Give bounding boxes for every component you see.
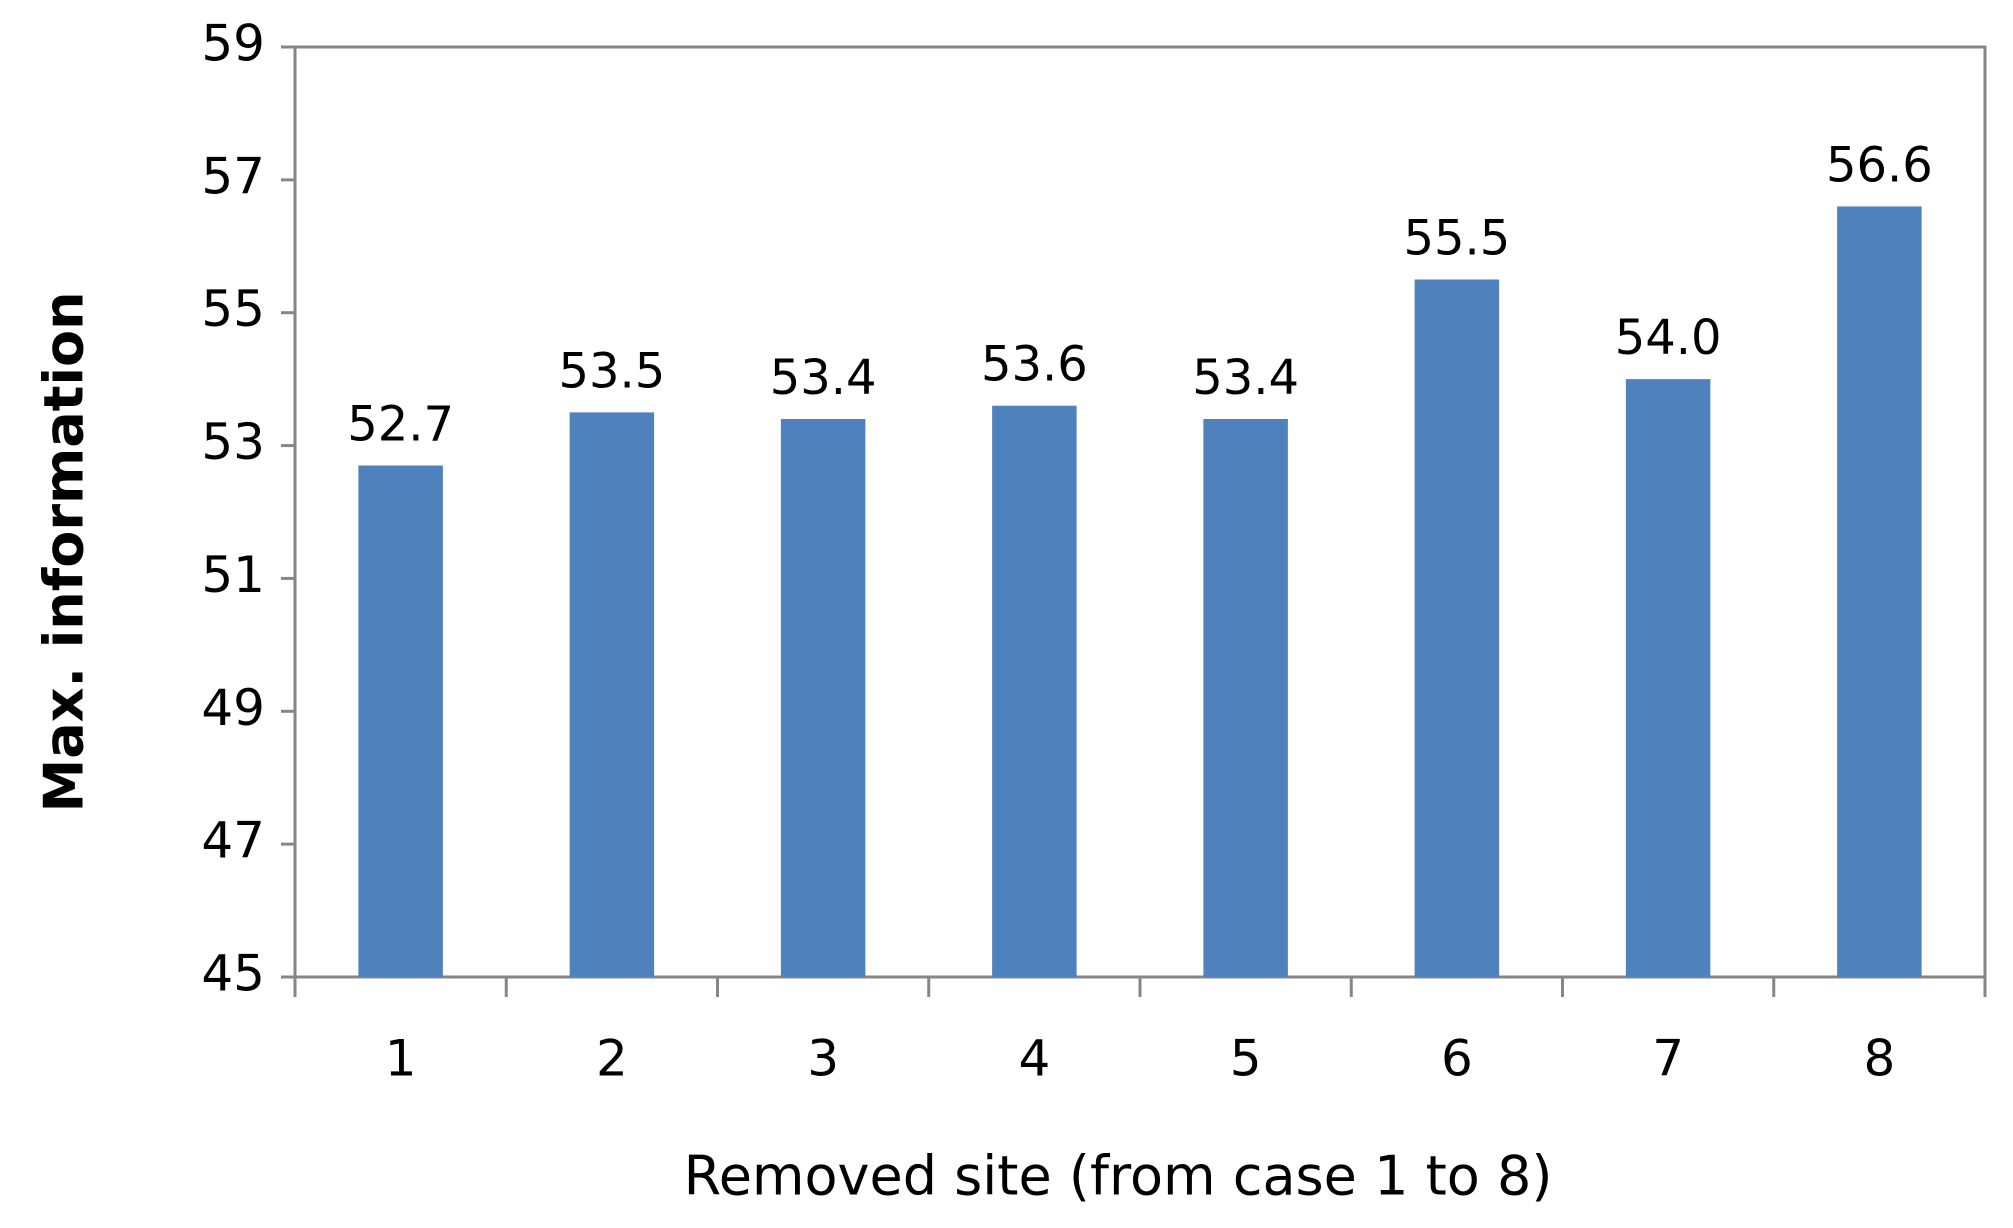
value-label: 53.4: [770, 350, 877, 406]
y-tick-label: 45: [201, 945, 265, 1003]
bar: [992, 405, 1077, 977]
plot-frame: [293, 45, 1987, 979]
y-axis-title: Max. information: [33, 291, 96, 812]
x-tick-label: 4: [1018, 1030, 1050, 1088]
bar: [1414, 279, 1500, 977]
bar: [1837, 206, 1922, 977]
bar: [569, 412, 655, 977]
value-label: 56.6: [1826, 137, 1933, 193]
x-tick-label: 1: [385, 1030, 417, 1088]
bar: [780, 419, 866, 977]
y-tick-label: 53: [201, 413, 265, 471]
bar: [358, 465, 443, 977]
y-tick-label: 47: [201, 812, 265, 870]
x-tick-label: 2: [596, 1030, 628, 1088]
value-label: 54.0: [1615, 310, 1722, 366]
bar: [1203, 419, 1288, 977]
x-axis-title: Removed site (from case 1 to 8): [684, 1145, 1553, 1208]
y-tick-label: 49: [201, 679, 265, 737]
x-tick-label: 5: [1230, 1030, 1262, 1088]
value-label: 53.6: [981, 337, 1088, 393]
bar: [1625, 379, 1711, 978]
x-tick-label: 7: [1652, 1030, 1684, 1088]
value-label: 53.5: [558, 343, 665, 399]
y-tick-label: 59: [201, 15, 265, 73]
value-label: 53.4: [1192, 350, 1299, 406]
x-tick-label: 3: [807, 1030, 839, 1088]
x-tick-label: 6: [1441, 1030, 1473, 1088]
y-tick-label: 51: [201, 546, 265, 604]
y-tick-label: 57: [201, 147, 265, 205]
y-tick-label: 55: [201, 280, 265, 338]
value-label: 52.7: [347, 397, 454, 453]
value-label: 55.5: [1403, 211, 1510, 267]
x-tick-label: 8: [1863, 1030, 1895, 1088]
